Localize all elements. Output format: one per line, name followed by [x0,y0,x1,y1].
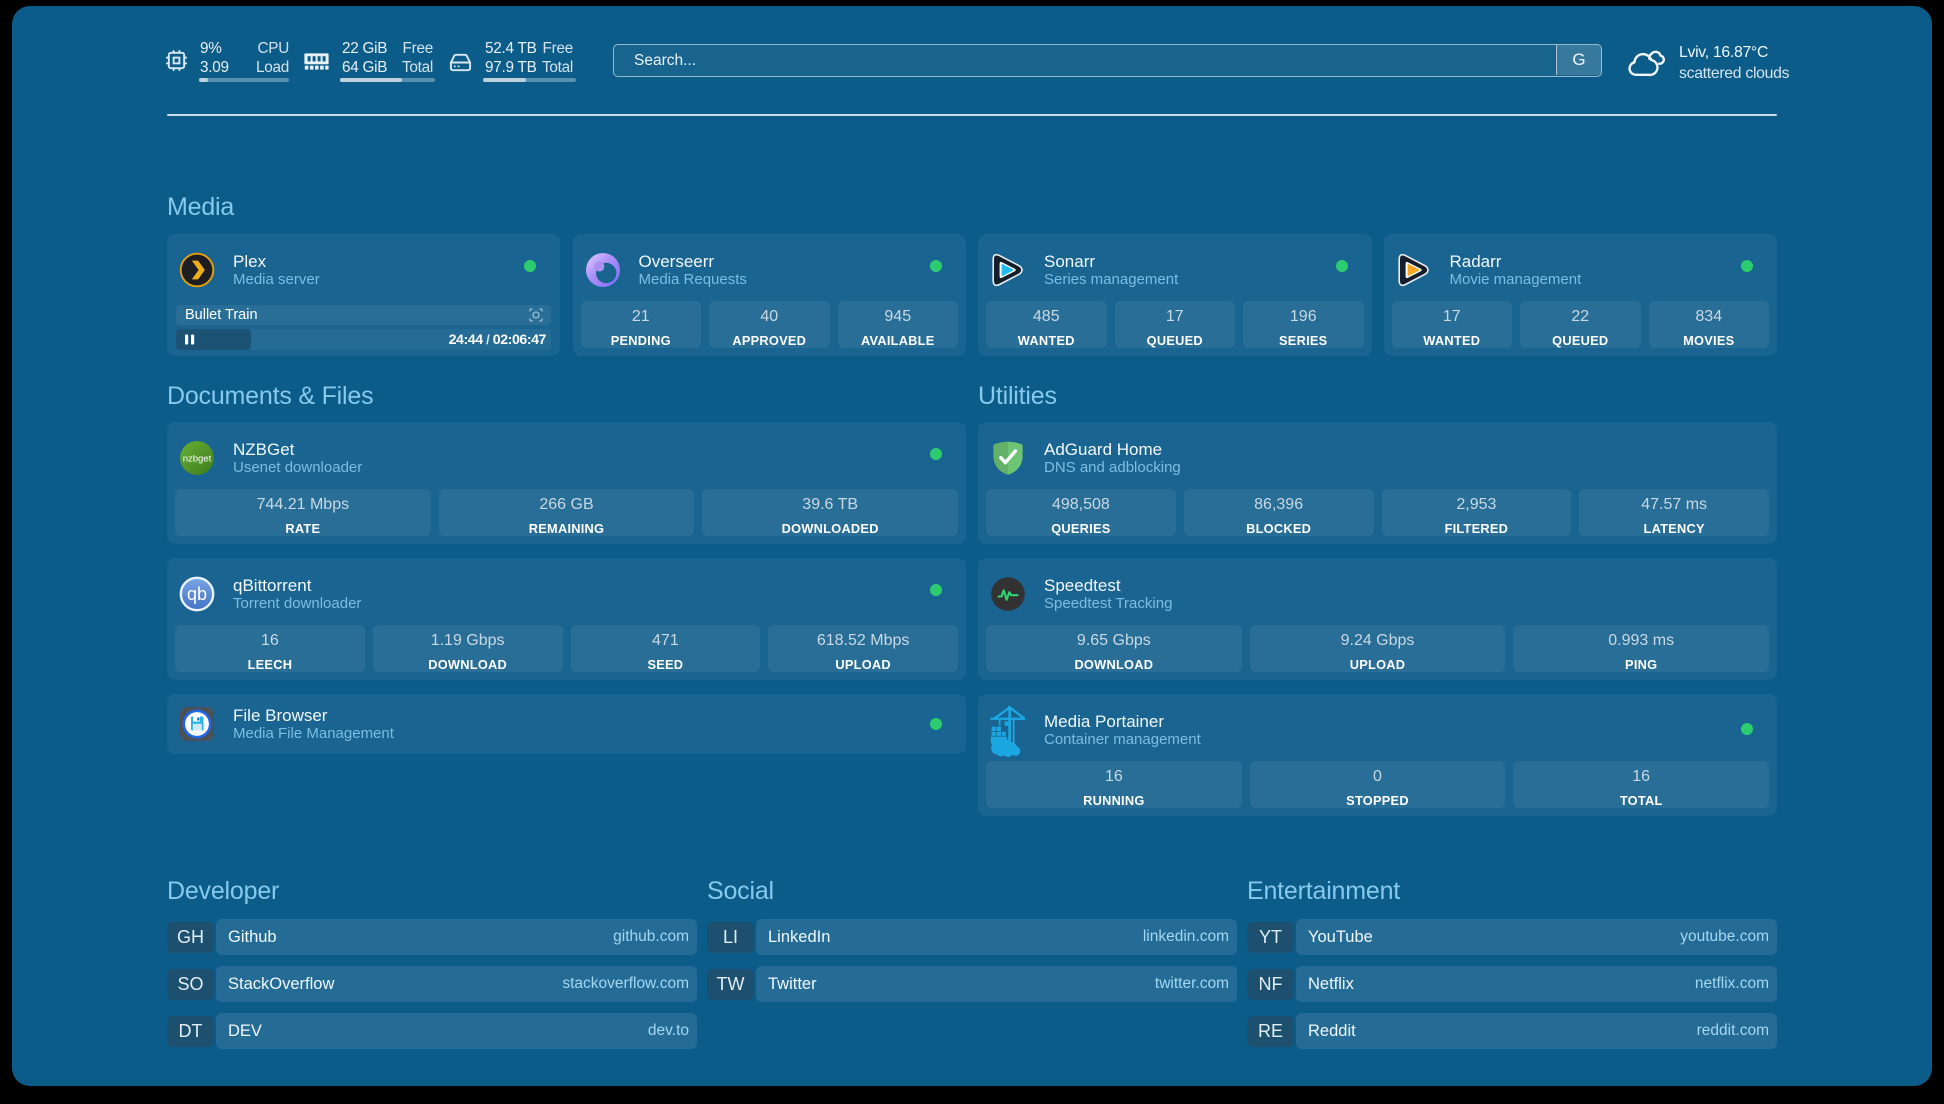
svg-text:qb: qb [187,584,207,604]
svg-text:nzbget: nzbget [183,454,212,465]
